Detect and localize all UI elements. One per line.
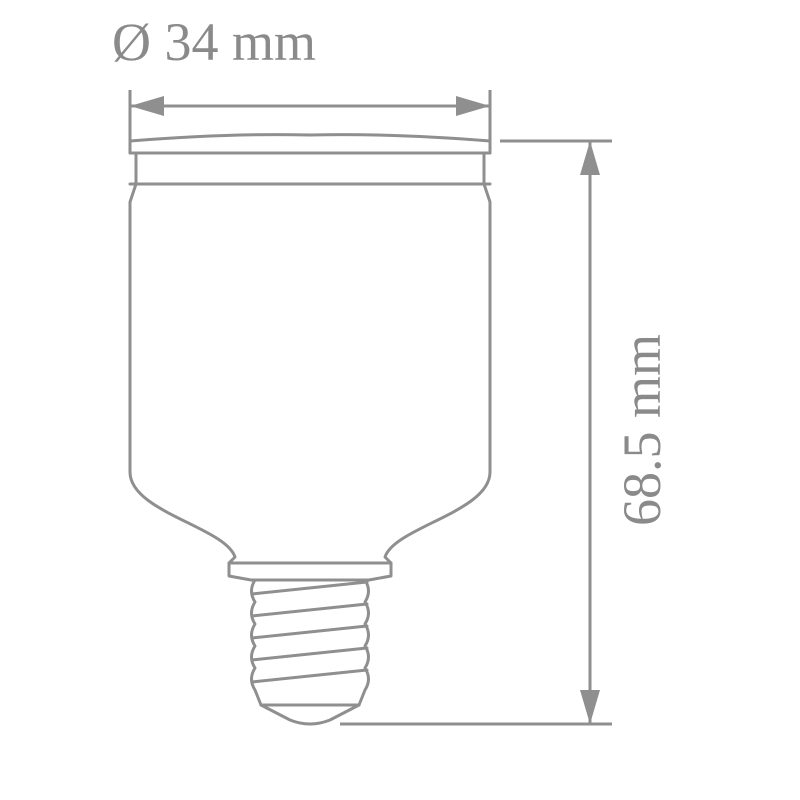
diagram-svg: Ø 34 mm 68.5 mm (0, 0, 800, 800)
width-dimension-label: Ø 34 mm (112, 12, 316, 72)
bulb-outline (130, 135, 490, 724)
height-dimension-label: 68.5 mm (612, 334, 672, 526)
dimension-arrowhead (580, 690, 600, 724)
diagram-stage: Ø 34 mm 68.5 mm (0, 0, 800, 800)
dimension-arrowhead (456, 96, 490, 116)
dimension-arrowhead (130, 96, 164, 116)
dimension-arrowhead (580, 141, 600, 175)
